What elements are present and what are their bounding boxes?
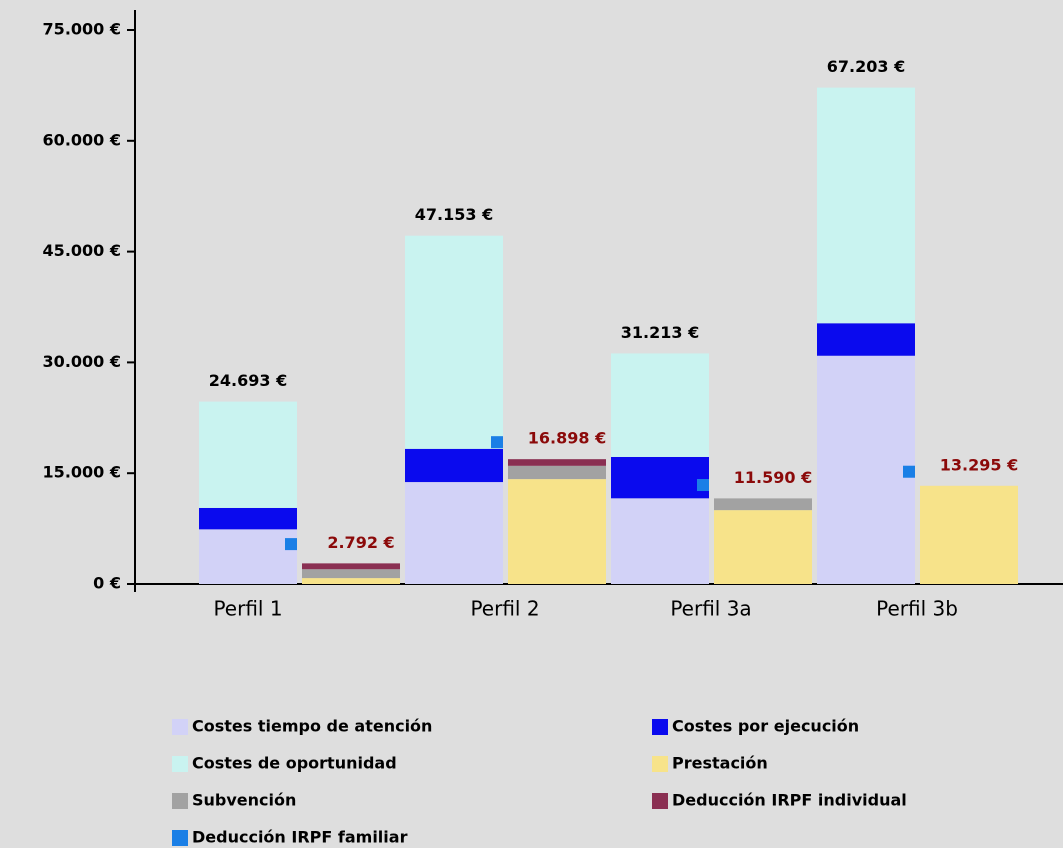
legend-label: Costes de oportunidad [192,754,397,773]
bar-segment [199,529,297,584]
legend-swatch [172,793,188,809]
legend-swatch [652,719,668,735]
bar-segment [920,485,1018,584]
bar-segment [405,448,503,483]
legend-label: Deducción IRPF individual [672,791,907,810]
bar-segment [199,401,297,508]
bar-segment [508,459,606,466]
marker [903,465,915,478]
bar-segment [302,569,400,579]
legend-label: Subvención [192,791,296,810]
bar-segment [302,563,400,570]
bar-segment [611,498,709,584]
x-tick-label: Perfil 3b [876,597,958,621]
total-label: 16.898 € [528,429,606,448]
legend-swatch [172,830,188,846]
y-tick-label: 15.000 € [43,463,121,482]
legend-swatch [652,756,668,772]
bar-segment [508,465,606,480]
y-tick-label: 0 € [93,574,121,593]
bar-segment [611,353,709,457]
x-tick-label: Perfil 2 [470,597,539,621]
total-label: 67.203 € [827,57,905,76]
total-label: 31.213 € [621,323,699,342]
total-label: 11.590 € [734,468,812,487]
total-label: 13.295 € [940,455,1018,474]
marker [491,436,503,449]
marker [697,479,709,492]
legend-label: Deducción IRPF familiar [192,828,408,847]
bar-segment [199,507,297,530]
bar-segment [611,456,709,499]
marker [285,538,297,551]
total-label: 24.693 € [209,371,287,390]
legend-label: Costes por ejecución [672,717,859,736]
legend-swatch [172,756,188,772]
legend-label: Costes tiempo de atención [192,717,432,736]
y-tick-label: 45.000 € [43,241,121,260]
bar-segment [817,355,915,584]
bar-segment [508,479,606,584]
y-tick-label: 30.000 € [43,352,121,371]
legend-swatch [652,793,668,809]
bar-segment [405,482,503,584]
bar-segment [302,578,400,584]
bar-segment [714,510,812,584]
bar-segment [817,323,915,356]
y-tick-label: 75.000 € [43,20,121,39]
legend-label: Prestación [672,754,768,773]
bar-segment [405,235,503,449]
bar-segment [714,498,812,511]
bar-segment [817,87,915,324]
total-label: 47.153 € [415,205,493,224]
x-tick-label: Perfil 3a [670,597,751,621]
x-tick-label: Perfil 1 [213,597,282,621]
y-tick-label: 60.000 € [43,130,121,149]
legend-swatch [172,719,188,735]
total-label: 2.792 € [327,533,394,552]
